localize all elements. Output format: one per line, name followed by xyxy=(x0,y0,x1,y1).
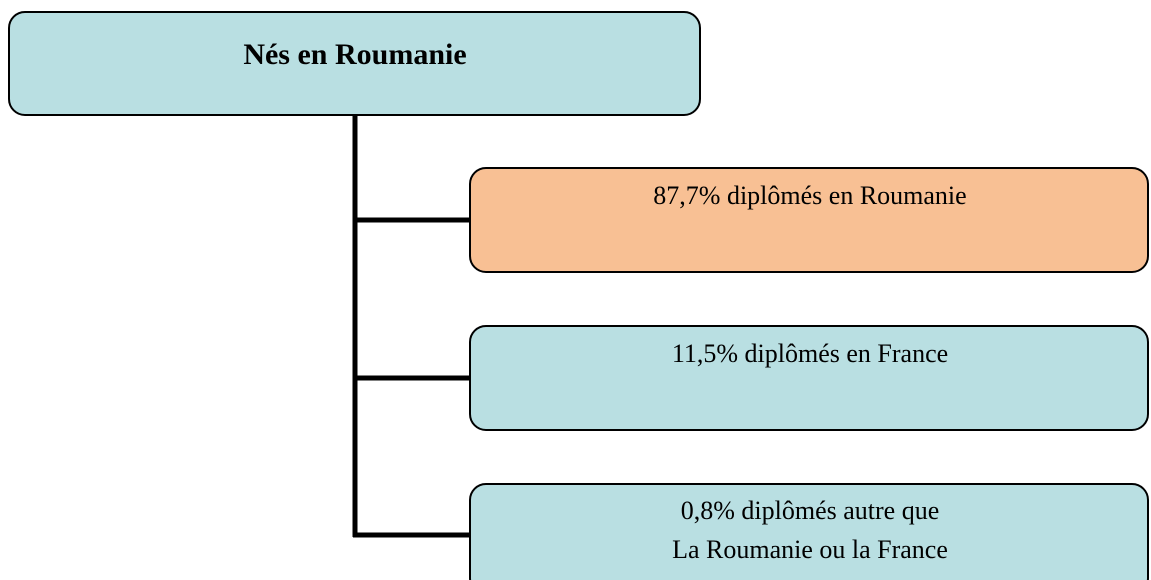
root-box xyxy=(8,11,701,116)
child-label: 0,8% diplômés autre que xyxy=(681,496,940,525)
child-box xyxy=(469,483,1149,580)
connector xyxy=(352,115,472,538)
child-label: 11,5% diplômés en France xyxy=(672,339,948,368)
child-label: 87,7% diplômés en Roumanie xyxy=(653,181,966,210)
child-label: La Roumanie ou la France xyxy=(672,535,948,564)
root-label: Nés en Roumanie xyxy=(243,38,466,71)
child-box xyxy=(469,325,1149,431)
child-box xyxy=(469,167,1149,273)
